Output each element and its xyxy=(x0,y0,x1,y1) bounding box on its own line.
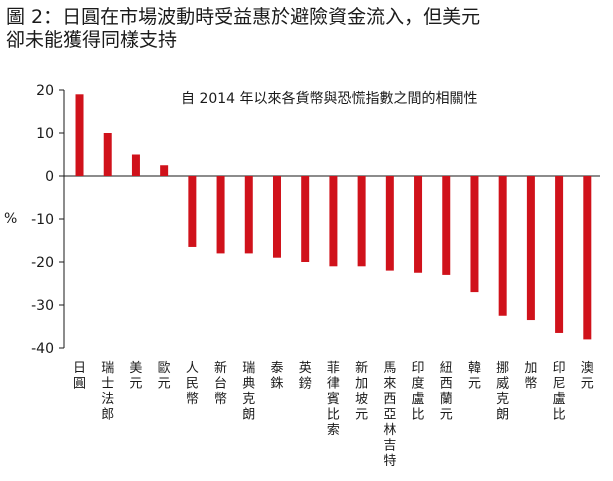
y-tick-label: -40 xyxy=(31,341,54,357)
bar xyxy=(385,176,394,271)
bar xyxy=(329,176,338,267)
x-tick-label: 新加坡元 xyxy=(355,360,368,423)
y-tick-label: -30 xyxy=(31,298,54,314)
x-tick-label: 挪威克朗 xyxy=(496,361,509,423)
x-tick-label: 菲律賓比索 xyxy=(327,361,340,438)
x-tick-label: 澳元 xyxy=(581,360,594,392)
x-tick-label: 日圓 xyxy=(73,361,86,392)
x-tick-label: 美元 xyxy=(129,361,142,392)
x-tick-label: 韓元 xyxy=(468,361,481,392)
bar xyxy=(75,94,84,176)
bar xyxy=(357,176,366,267)
x-tick-label: 加幣 xyxy=(524,361,537,392)
chart-title: 圖 2：日圓在市場波動時受益惠於避險資金流入，但美元 卻未能獲得同樣支持 xyxy=(6,6,481,51)
y-axis: 20 10 0 -10 -20 -30 -40 xyxy=(31,83,600,357)
chart-annotation: 自 2014 年以來各貨幣與恐慌指數之間的相關性 xyxy=(181,90,478,107)
bar xyxy=(555,176,564,333)
x-tick-label: 馬來西亞林吉特 xyxy=(383,361,396,469)
bar xyxy=(188,176,197,247)
y-tick-label: -20 xyxy=(31,255,54,271)
x-tick-label: 英鎊 xyxy=(299,361,312,392)
x-tick-label: 瑞典克朗 xyxy=(242,361,255,423)
x-tick-label: 紐西蘭元 xyxy=(440,361,453,423)
bar xyxy=(160,165,169,176)
bar xyxy=(442,176,451,275)
y-axis-label: % xyxy=(4,211,17,227)
y-tick-label: -10 xyxy=(31,212,54,228)
bar xyxy=(526,176,535,321)
x-tick-label: 印尼盧比 xyxy=(553,361,566,423)
y-tick-label: 10 xyxy=(36,126,54,142)
x-tick-label: 瑞士法郎 xyxy=(101,361,114,423)
x-tick-label: 泰銖 xyxy=(270,361,283,392)
x-tick-label: 人民幣 xyxy=(186,361,199,407)
bar xyxy=(216,176,225,254)
bars xyxy=(75,94,592,340)
bar xyxy=(272,176,281,258)
bar xyxy=(103,133,112,176)
x-tick-label: 歐元 xyxy=(158,361,171,392)
bar xyxy=(414,176,423,273)
y-tick-label: 0 xyxy=(45,169,54,185)
x-tick-label: 印度盧比 xyxy=(412,361,425,423)
bar xyxy=(583,176,592,340)
x-tick-label: 新台幣 xyxy=(214,360,227,407)
bar xyxy=(301,176,310,262)
bar xyxy=(244,176,253,254)
bar xyxy=(131,154,140,176)
bar xyxy=(498,176,507,316)
y-tick-label: 20 xyxy=(36,83,54,99)
bar xyxy=(470,176,479,293)
